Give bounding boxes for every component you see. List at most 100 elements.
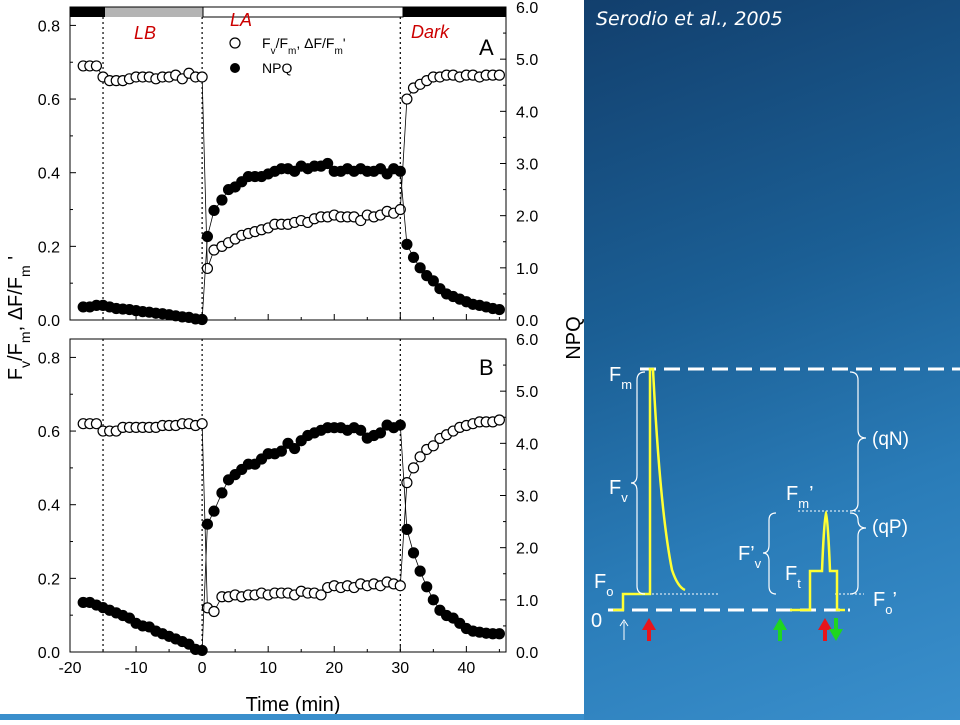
- y-left-tick-label-a-2: 0.4: [38, 166, 60, 183]
- npq-point-b: [355, 424, 367, 436]
- legend: Fv/Fm, ΔF/Fm' NPQ: [229, 35, 346, 76]
- lb-dark-segment: [70, 7, 105, 17]
- la-label: LA: [230, 10, 252, 30]
- npq-point-a: [407, 251, 420, 263]
- y-right-tick-label-a-4: 4.0: [516, 104, 538, 121]
- red-arrow-2: [818, 618, 832, 641]
- y-right-tick-label-a-2: 2.0: [516, 209, 538, 226]
- y-axis-title-left: Fv/Fm, ΔF/Fm ': [5, 256, 33, 380]
- chart-svg: LB LA Dark 0.0 0.2 0.4 0.6 0.8 0.0 1.0 2.0 3.0 4.…: [5, 0, 585, 716]
- qp-brace: [849, 512, 867, 595]
- yield-point-b: [196, 418, 208, 430]
- npq-point-b: [394, 419, 406, 431]
- y-right-tick-label-a-6: 6.0: [516, 0, 538, 17]
- lb-label: LB: [134, 23, 156, 43]
- npq-point-a: [208, 204, 220, 217]
- y-left-tick-label-a-3: 0.6: [38, 92, 60, 109]
- fo-prime-label: Fo’: [873, 589, 897, 617]
- y-left-tick-label-b-2: 0.4: [38, 498, 60, 515]
- citation: Serodio et al., 2005: [596, 8, 783, 30]
- panel-b-letter: B: [479, 355, 494, 380]
- legend-filled-marker: [230, 63, 240, 73]
- legend-open-marker: [229, 37, 241, 49]
- green-arrow-1: [773, 618, 787, 641]
- npq-point-b: [201, 518, 214, 530]
- npq-point-b: [196, 644, 208, 657]
- y-left-tick-label-a-4: 0.8: [38, 18, 60, 35]
- y-right-tick-label-b-0: 0.0: [516, 645, 538, 662]
- npq-point-b: [407, 547, 420, 559]
- npq-point-a: [401, 238, 413, 250]
- x-tick-label-6: 40: [457, 660, 475, 677]
- fv-brace: [630, 371, 646, 595]
- y-right-tick-label-b-3: 3.0: [516, 489, 538, 506]
- yield-point-a: [90, 60, 103, 72]
- x-tick-label-0: -20: [58, 660, 81, 677]
- fv-prime-label: F’v: [738, 543, 762, 571]
- y-right-tick-label-b-4: 4.0: [516, 436, 538, 453]
- npq-point-b: [401, 523, 413, 536]
- yield-point-b: [414, 451, 426, 463]
- y-left-tick-label-a-0: 0.0: [38, 313, 60, 330]
- y-right-tick-label-b-6: 6.0: [516, 332, 538, 349]
- npq-point-b: [208, 505, 220, 517]
- y-left-tick-label-b-4: 0.8: [38, 350, 60, 367]
- yield-point-a: [201, 262, 214, 275]
- yield-point-a: [401, 93, 413, 105]
- series-line-b-1: [83, 424, 500, 651]
- yield-point-b: [90, 418, 103, 430]
- npq-point-a: [201, 230, 214, 243]
- light-period-bar: [70, 6, 506, 18]
- npq-point-a: [322, 157, 334, 170]
- bottom-strip: [0, 714, 584, 720]
- y-right-tick-label-b-5: 5.0: [516, 384, 538, 401]
- legend-filled-label: NPQ: [262, 60, 292, 76]
- measuring-light-arrow: [619, 619, 629, 640]
- y-axis-title-right: NPQ: [563, 316, 584, 359]
- yield-point-a: [394, 203, 406, 216]
- panel-b-layer: -20 -10 0 10 20 30 40 0.0 0.2 0.4 0.6 0.8 0.0 1.0 2.0 3…: [38, 332, 539, 677]
- qn-label: (qN): [872, 429, 909, 450]
- npq-point-b: [289, 442, 301, 455]
- fm-prime-label: Fm’: [786, 483, 814, 511]
- x-tick-label-3: 10: [259, 660, 277, 677]
- yield-point-b: [315, 589, 327, 601]
- fv-label: Fv: [609, 477, 628, 505]
- y-right-tick-label-b-2: 2.0: [516, 541, 538, 558]
- lb-gray-segment: [105, 7, 203, 17]
- y-right-tick-label-a-0: 0.0: [516, 313, 538, 330]
- npq-point-a: [414, 262, 426, 274]
- npq-point-a: [196, 313, 208, 326]
- fluorescence-trace-light: [790, 510, 845, 612]
- y-right-tick-label-b-1: 1.0: [516, 593, 538, 610]
- dark-label: Dark: [411, 22, 450, 42]
- y-right-tick-label-a-5: 5.0: [516, 52, 538, 69]
- yield-point-a: [493, 69, 505, 81]
- npq-point-a: [493, 303, 505, 316]
- zero-label: 0: [591, 610, 602, 632]
- series-line-a-1: [83, 163, 500, 320]
- x-axis-title: Time (min): [246, 694, 341, 716]
- npq-point-a: [394, 165, 406, 177]
- y-right-tick-label-a-1: 1.0: [516, 261, 538, 278]
- npq-point-b: [421, 581, 433, 593]
- qp-label: (qP): [872, 517, 908, 538]
- x-tick-label-2: 0: [198, 660, 207, 677]
- panel-a-layer: 0.0 0.2 0.4 0.6 0.8 0.0 1.0 2.0 3.0 4.0 5.0 6.0: [38, 0, 539, 330]
- npq-point-a: [427, 275, 439, 287]
- fv-prime-brace: [762, 512, 777, 595]
- legend-open-label: Fv/Fm, ΔF/Fm': [262, 35, 346, 57]
- x-tick-label-1: -10: [124, 660, 147, 677]
- fluorescence-diagram: Fm Fv Fo 0 Fm’ F’v Ft Fo’ (qN) (qP): [591, 364, 960, 641]
- dark-segment: [403, 7, 506, 17]
- yield-point-b: [208, 605, 220, 618]
- yield-point-b: [427, 440, 439, 452]
- fo-label: Fo: [594, 571, 613, 599]
- x-tick-label-5: 30: [391, 660, 409, 677]
- x-tick-label-4: 20: [325, 660, 343, 677]
- yield-point-b: [407, 462, 420, 474]
- yield-point-b: [394, 580, 406, 592]
- green-arrow-down: [829, 618, 843, 641]
- ft-label: Ft: [785, 563, 801, 591]
- npq-point-b: [374, 427, 387, 439]
